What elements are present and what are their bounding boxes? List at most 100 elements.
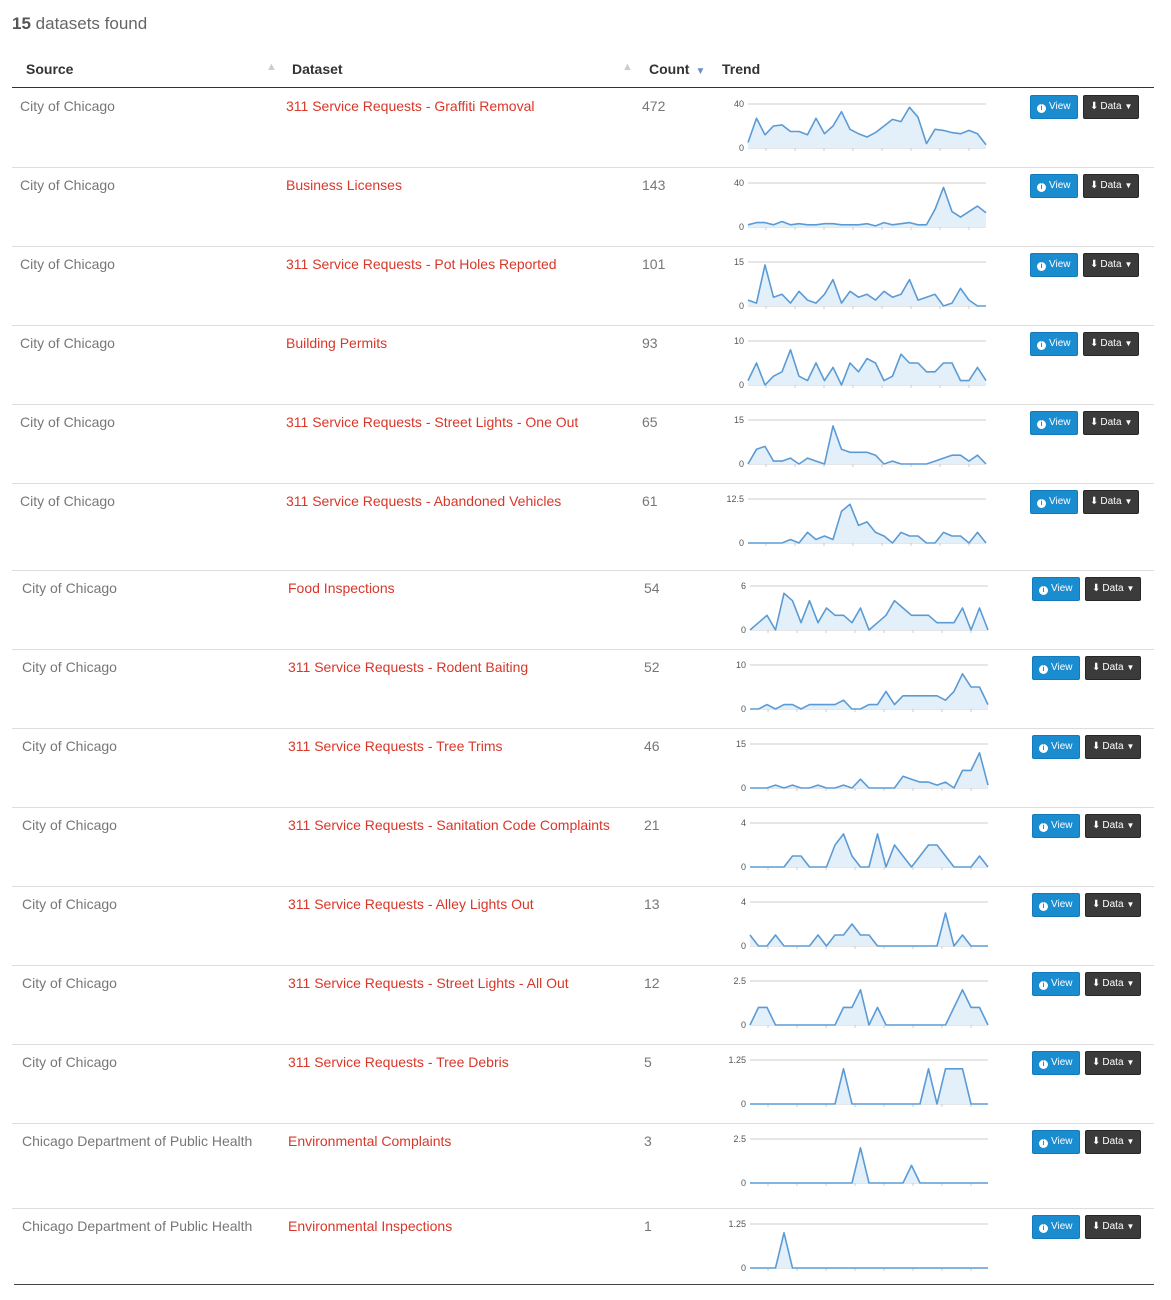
dataset-link[interactable]: 311 Service Requests - Graffiti Removal <box>286 98 535 114</box>
dataset-link[interactable]: Food Inspections <box>288 580 395 596</box>
data-dropdown-button[interactable]: ⬇ Data ▼ <box>1085 1051 1142 1075</box>
view-button[interactable]: i View <box>1032 1051 1080 1075</box>
source-cell: City of Chicago <box>22 659 117 675</box>
view-button[interactable]: i View <box>1030 253 1078 277</box>
dataset-link[interactable]: 311 Service Requests - Alley Lights Out <box>288 896 534 912</box>
trend-sparkline: 1.25 0 <box>728 1219 988 1272</box>
dataset-link[interactable]: Environmental Inspections <box>288 1218 453 1234</box>
count-cell: 65 <box>642 414 658 430</box>
sparkline-series-line <box>750 833 989 868</box>
data-button-label: Data <box>1102 978 1124 989</box>
sparkline-area <box>750 913 988 946</box>
dataset-link[interactable]: 311 Service Requests - Rodent Baiting <box>288 659 529 675</box>
sparkline-max-label: 4 <box>741 897 746 907</box>
data-dropdown-button[interactable]: ⬇ Data ▼ <box>1085 972 1142 996</box>
trend-sparkline: 15 0 <box>736 739 989 792</box>
table-row: City of Chicago Business Licenses 143 40 0 i V… <box>12 167 1154 247</box>
data-dropdown-button[interactable]: ⬇ Data ▼ <box>1083 332 1140 356</box>
dataset-link[interactable]: Building Permits <box>286 335 388 351</box>
data-dropdown-button[interactable]: ⬇ Data ▼ <box>1083 253 1140 277</box>
sparkline-area <box>750 989 988 1025</box>
view-button[interactable]: i View <box>1032 735 1080 759</box>
view-button[interactable]: i View <box>1032 814 1080 838</box>
trend-sparkline: 10 0 <box>736 660 989 713</box>
caret-down-icon: ▼ <box>1124 102 1133 111</box>
view-button[interactable]: i View <box>1030 490 1078 514</box>
dataset-link[interactable]: 311 Service Requests - Pot Holes Reporte… <box>286 256 557 272</box>
download-icon: ⬇ <box>1092 820 1101 831</box>
info-circle-icon: i <box>1039 1139 1048 1148</box>
table-row: Chicago Department of Public Health Envir… <box>12 1123 1154 1209</box>
dataset-link[interactable]: 311 Service Requests - Street Lights - A… <box>288 975 569 991</box>
table-row: City of Chicago 311 Service Requests - St… <box>12 404 1154 484</box>
column-header-trend: Trend <box>722 61 761 77</box>
data-dropdown-button[interactable]: ⬇ Data ▼ <box>1085 1130 1142 1154</box>
count-cell: 13 <box>644 896 660 912</box>
view-button[interactable]: i View <box>1030 95 1078 119</box>
data-dropdown-button[interactable]: ⬇ Data ▼ <box>1083 95 1140 119</box>
data-dropdown-button[interactable]: ⬇ Data ▼ <box>1085 893 1142 917</box>
trend-sparkline: 15 0 <box>734 257 986 310</box>
data-dropdown-button[interactable]: ⬇ Data ▼ <box>1085 1215 1142 1239</box>
sort-descending-icon: ▼ <box>695 66 706 77</box>
count-cell: 143 <box>642 177 666 193</box>
sparkline-min-label: 0 <box>741 1099 746 1108</box>
column-header-dataset[interactable]: Dataset <box>292 61 343 77</box>
caret-down-icon: ▼ <box>1126 1137 1135 1146</box>
info-circle-icon: i <box>1037 104 1046 113</box>
sparkline-max-label: 1.25 <box>728 1055 746 1065</box>
download-icon: ⬇ <box>1092 583 1101 594</box>
sparkline-max-label: 15 <box>736 739 746 749</box>
data-button-label: Data <box>1102 583 1124 594</box>
data-dropdown-button[interactable]: ⬇ Data ▼ <box>1085 814 1142 838</box>
view-button[interactable]: i View <box>1030 174 1078 198</box>
data-button-label: Data <box>1100 496 1122 507</box>
caret-down-icon: ▼ <box>1126 900 1135 909</box>
dataset-link[interactable]: 311 Service Requests - Sanitation Code C… <box>288 817 610 833</box>
dataset-link[interactable]: Environmental Complaints <box>288 1133 452 1149</box>
view-button[interactable]: i View <box>1030 411 1078 435</box>
sparkline-max-label: 15 <box>734 257 744 267</box>
sort-both-icon[interactable]: ▲ <box>266 61 277 73</box>
view-button[interactable]: i View <box>1032 972 1080 996</box>
data-button-label: Data <box>1102 899 1124 910</box>
view-button[interactable]: i View <box>1032 1215 1080 1239</box>
data-dropdown-button[interactable]: ⬇ Data ▼ <box>1083 174 1140 198</box>
sparkline-series-line <box>749 988 989 1026</box>
view-button[interactable]: i View <box>1032 1130 1080 1154</box>
caret-down-icon: ▼ <box>1126 1058 1135 1067</box>
data-dropdown-button[interactable]: ⬇ Data ▼ <box>1085 656 1142 680</box>
sparkline-series-line <box>747 186 987 227</box>
table-row: City of Chicago 311 Service Requests - Sa… <box>12 807 1154 887</box>
data-dropdown-button[interactable]: ⬇ Data ▼ <box>1085 577 1142 601</box>
view-button[interactable]: i View <box>1032 656 1080 680</box>
sort-both-icon[interactable]: ▲ <box>622 61 633 73</box>
source-cell: City of Chicago <box>20 335 115 351</box>
sparkline-min-label: 0 <box>739 301 744 310</box>
dataset-link[interactable]: 311 Service Requests - Tree Trims <box>288 738 503 754</box>
view-button[interactable]: i View <box>1032 893 1080 917</box>
sparkline-max-label: 4 <box>741 818 746 828</box>
download-icon: ⬇ <box>1092 978 1101 989</box>
view-button[interactable]: i View <box>1032 577 1080 601</box>
data-dropdown-button[interactable]: ⬇ Data ▼ <box>1083 490 1140 514</box>
sparkline-max-label: 15 <box>734 415 744 425</box>
data-dropdown-button[interactable]: ⬇ Data ▼ <box>1085 735 1142 759</box>
column-header-source[interactable]: Source <box>26 61 74 77</box>
source-cell: City of Chicago <box>20 493 115 509</box>
download-icon: ⬇ <box>1090 259 1099 270</box>
data-dropdown-button[interactable]: ⬇ Data ▼ <box>1083 411 1140 435</box>
dataset-link[interactable]: Business Licenses <box>286 177 402 193</box>
count-cell: 61 <box>642 493 658 509</box>
dataset-link[interactable]: 311 Service Requests - Abandoned Vehicle… <box>286 493 562 509</box>
view-button[interactable]: i View <box>1030 332 1078 356</box>
sparkline-min-label: 0 <box>739 222 744 231</box>
trend-sparkline: 2.50 <box>733 976 989 1029</box>
trend-sparkline: 12.50 <box>726 494 987 547</box>
column-header-count[interactable]: Count ▼ <box>649 61 705 77</box>
dataset-link[interactable]: 311 Service Requests - Street Lights - O… <box>286 414 579 430</box>
caret-down-icon: ▼ <box>1124 497 1133 506</box>
info-circle-icon: i <box>1037 183 1046 192</box>
view-button-label: View <box>1051 1136 1073 1147</box>
dataset-link[interactable]: 311 Service Requests - Tree Debris <box>288 1054 509 1070</box>
